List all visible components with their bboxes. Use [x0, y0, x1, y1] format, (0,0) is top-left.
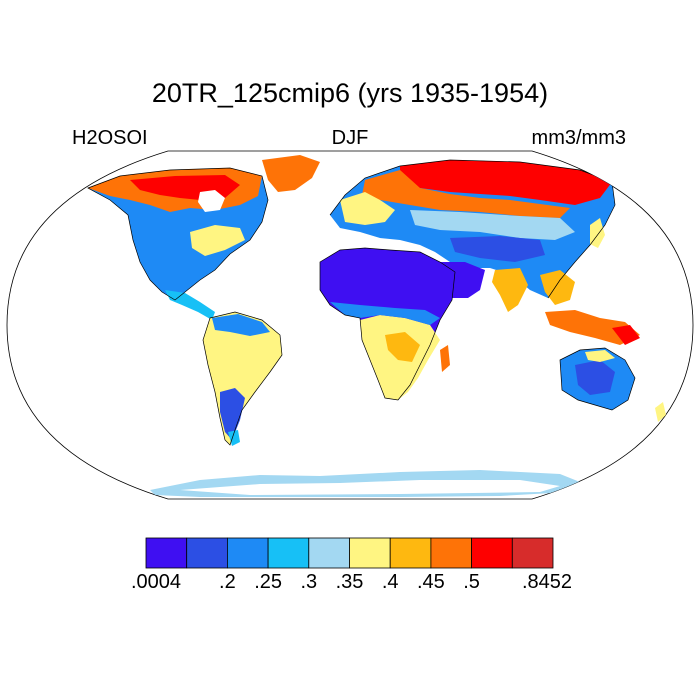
map-title: 20TR_125cmip6 (yrs 1935-1954) [151, 78, 549, 108]
india-yellow [492, 268, 528, 312]
colorbar [145, 537, 554, 569]
colorbar-swatch [308, 537, 350, 569]
antarctica-interior [180, 480, 560, 495]
sa-south-blue [220, 388, 245, 440]
colorbar-swatch [471, 537, 513, 569]
na-east-yellow [190, 225, 245, 256]
central-america [165, 290, 215, 320]
arabia-blue [440, 262, 485, 298]
colorbar-swatch [430, 537, 472, 569]
variable-label: H2OSOI [72, 127, 148, 149]
europe-yellow [340, 192, 395, 225]
greenland [262, 155, 320, 192]
hudson-bay [198, 190, 225, 212]
africa-sahel-blue [330, 302, 440, 325]
season-label: DJF [331, 127, 369, 149]
sa-north-blue [212, 314, 270, 336]
new-zealand [655, 402, 666, 422]
colorbar-tick-label: .8452 [521, 571, 573, 593]
madagascar [440, 345, 450, 372]
colorbar-swatch [389, 537, 432, 569]
colorbar-tick-label: .4 [381, 571, 399, 593]
colorbar-swatch [186, 537, 228, 569]
australia-north-yellow [585, 350, 615, 362]
colorbar-tick-label: .5 [463, 571, 480, 593]
colorbar-swatch [226, 537, 269, 569]
colorbar-tick-label: .3 [300, 571, 318, 593]
australia-interior [575, 360, 615, 395]
papua-red [612, 325, 640, 345]
colorbar-swatch [349, 537, 391, 569]
colorbar-swatch [511, 537, 554, 569]
tibet-blue [450, 236, 545, 262]
colorbar-tick-label: .35 [335, 571, 364, 593]
colorbar-tick-label: .2 [219, 571, 236, 593]
colorbar-tick-label: .25 [254, 571, 282, 593]
colorbar-swatch [267, 537, 310, 569]
colorbar-tick-label: .0004 [130, 571, 182, 593]
indonesia [545, 310, 640, 345]
coastlines [87, 159, 636, 446]
russia-orange [362, 170, 570, 218]
africa-south-orange [385, 332, 420, 362]
colorbar-swatch [145, 537, 188, 569]
central-asia-lightblue [410, 210, 575, 240]
colorbar-tick-label: .45 [416, 571, 445, 593]
units-label: mm3/mm3 [531, 127, 626, 149]
siberia-red [400, 160, 612, 205]
